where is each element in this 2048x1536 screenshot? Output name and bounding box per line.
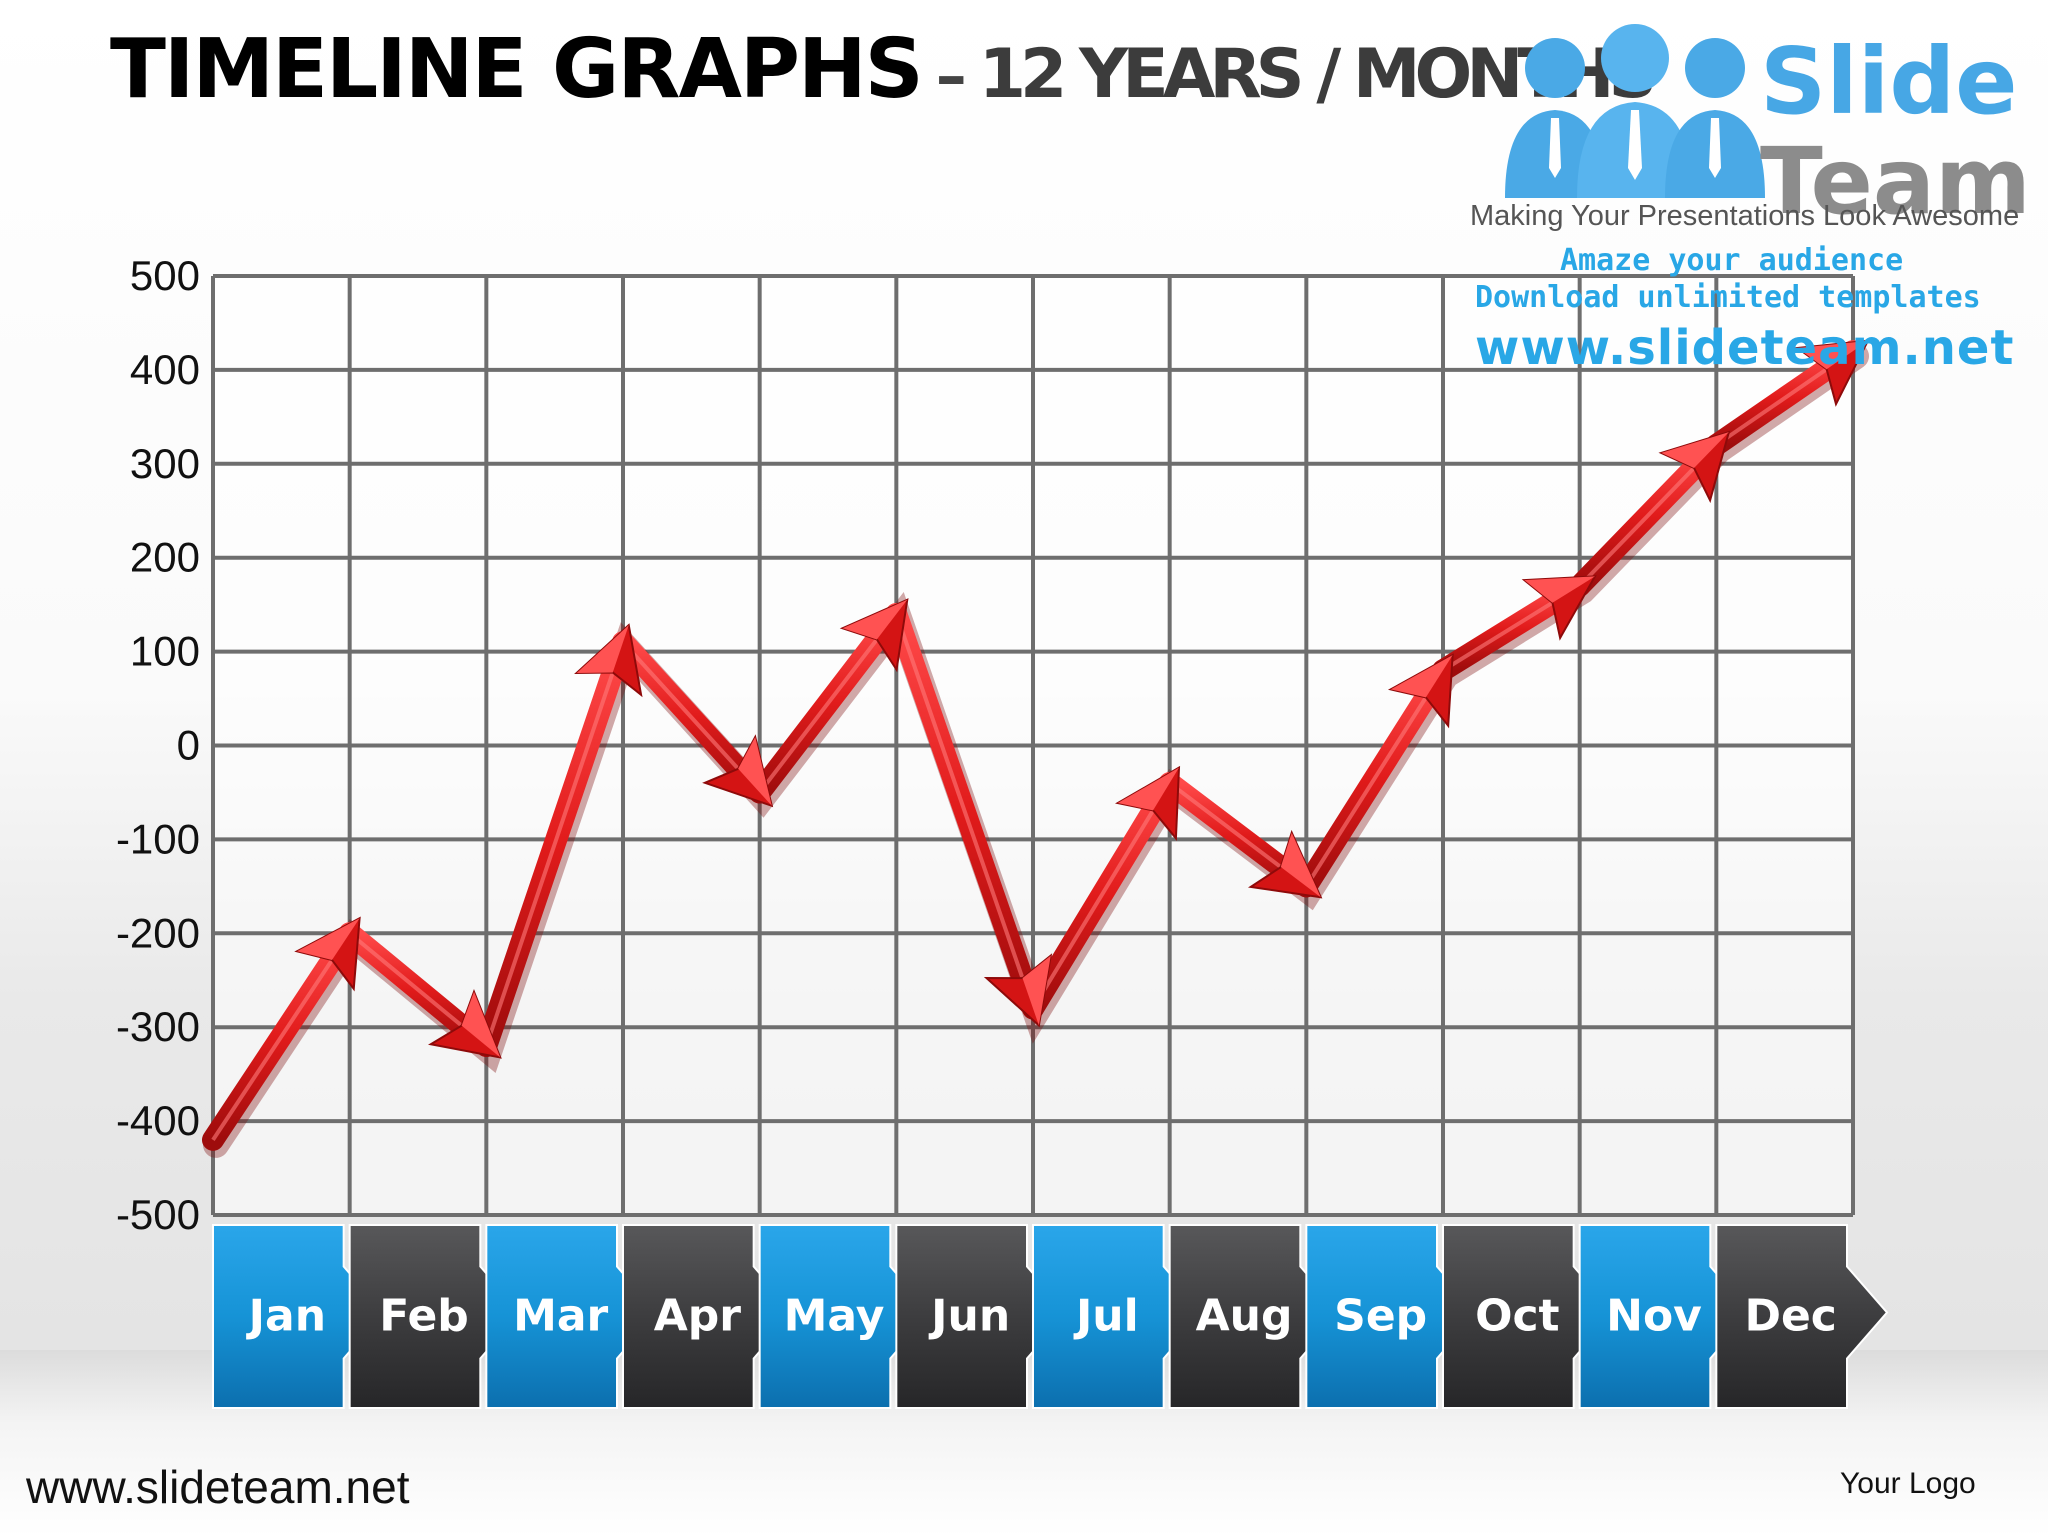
y-tick-label: 500 [130,252,200,299]
y-axis-ticks: 500 400 300 200 100 0 -100 -200 -300 -400 -500 [116,252,200,1238]
series-line [202,339,1870,1158]
series-arrowhead [1658,430,1731,504]
series-arrowhead [839,598,909,673]
month-label-oct: Oct [1475,1291,1560,1342]
your-logo-text: Your Logo [1840,1467,1976,1500]
promo-line-2: Download unlimited templates [1475,280,1981,315]
y-tick-label: -100 [116,815,200,862]
title-dash: – [935,39,967,112]
brand-team-word: Team [1760,128,2031,235]
series-segment-highlight [1031,782,1172,1010]
promo-url[interactable]: www.slideteam.net [1475,320,2015,376]
y-tick-label: -200 [116,909,200,956]
series-arrowhead [574,623,643,698]
month-label-aug: Aug [1196,1291,1293,1342]
month-label-dec: Dec [1744,1291,1836,1342]
month-label-nov: Nov [1606,1291,1702,1342]
series-arrowhead [1794,339,1870,407]
brand-slide-word: Slide [1760,28,2018,135]
month-label-jul: Jul [1073,1291,1139,1342]
series-arrowhead [294,916,361,992]
y-tick-label: -400 [116,1097,200,1144]
y-tick-label: 200 [130,534,200,581]
series-arrowhead [1115,765,1181,841]
month-label-jan: Jan [246,1291,326,1342]
series-segment-highlight [484,641,625,1047]
series-arrowhead [427,988,502,1059]
team-logo-icon [1505,24,1765,198]
month-label-apr: Apr [654,1291,742,1342]
month-label-feb: Feb [379,1291,469,1342]
y-tick-label: -500 [116,1191,200,1238]
month-label-sep: Sep [1334,1291,1427,1342]
series-segment-highlight [894,613,1035,1010]
month-label-mar: Mar [513,1291,608,1342]
series-segment-highlight [211,932,352,1141]
month-label-box [1715,1224,1889,1409]
chart-grid [211,274,1855,1217]
y-tick-label: 400 [130,346,200,393]
y-tick-label: 300 [130,440,200,487]
series-arrowhead [1387,653,1454,729]
footer-url[interactable]: www.slideteam.net [26,1461,410,1513]
month-label-jun: Jun [928,1291,1010,1342]
brand-block: Slide Team Making Your Presentations Loo… [1470,18,2031,376]
series-arrowhead [702,734,774,808]
month-labels: Jan Feb Mar Apr May Jun Jul Aug Sep Oct Nov Dec [212,1224,1889,1409]
series-segment-highlight [758,612,898,794]
series-arrowhead [1247,829,1323,899]
brand-tagline: Making Your Presentations Look Awesome [1470,200,2020,232]
series-segment-highlight [621,640,762,794]
y-tick-label: 0 [177,722,200,769]
month-label-may: May [784,1291,885,1342]
series-segment-highlight [1304,669,1445,888]
promo-line-1: Amaze your audience [1560,243,1904,278]
y-tick-label: -300 [116,1003,200,1050]
series-arrowhead [1521,575,1597,641]
series-arrowhead [983,953,1053,1028]
y-tick-label: 100 [130,628,200,675]
title-main: TIMELINE GRAPHS [110,22,924,117]
